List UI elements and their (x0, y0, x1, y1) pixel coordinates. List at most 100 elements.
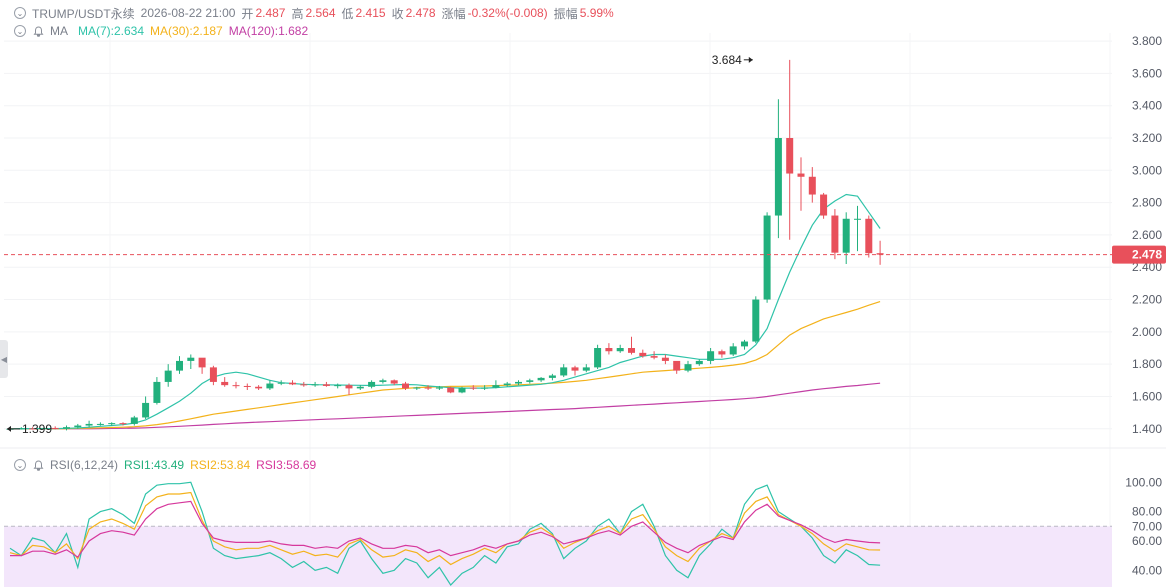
candle-body (865, 218, 873, 254)
amplitude-value: 5.99% (579, 6, 614, 20)
candle-body (503, 383, 511, 386)
y-tick-label: 3.400 (1132, 99, 1162, 113)
candle-body (266, 383, 274, 389)
candle (808, 167, 816, 203)
candle-body (345, 385, 353, 389)
candle (300, 381, 308, 387)
candle-body (774, 138, 782, 216)
candle (368, 380, 376, 389)
y-tick-label: 2.400 (1132, 260, 1162, 274)
candle-body (390, 380, 398, 384)
candle (334, 383, 342, 389)
candle-body (379, 380, 387, 382)
candle (345, 383, 353, 395)
candle (661, 354, 669, 365)
candle (650, 351, 658, 360)
change-label: 涨幅 (441, 6, 466, 21)
bell-icon[interactable] (32, 25, 44, 37)
candle-body (797, 173, 805, 177)
candle (232, 381, 240, 389)
y-tick-label: 3.000 (1132, 163, 1162, 177)
candle-body (153, 381, 161, 403)
candle-body (469, 387, 477, 389)
candle (752, 296, 760, 344)
ma-label[interactable]: MA (50, 24, 68, 38)
candle-body (209, 367, 217, 382)
candle (503, 381, 511, 387)
bell-icon[interactable] (32, 459, 44, 471)
candle (582, 364, 590, 373)
candle (311, 381, 319, 387)
candle-body (334, 385, 342, 387)
candle-body (605, 348, 613, 352)
candle-body (752, 299, 760, 342)
candle (289, 380, 296, 386)
candle-body (119, 423, 127, 425)
open-value: 2.487 (255, 6, 286, 20)
y-tick-label: 1.600 (1132, 389, 1162, 403)
y-tick-label: 2.000 (1132, 325, 1162, 339)
ohlc-header: ⌄ TRUMP/USDT永续 2026-08-22 21:00 开 2.487 … (14, 4, 620, 22)
candle-body (876, 253, 884, 255)
candle-body (85, 423, 93, 426)
last-price-tag (1112, 245, 1166, 264)
candle (594, 344, 602, 369)
candle (356, 385, 364, 390)
candle-body (40, 427, 48, 429)
candle-body (447, 387, 455, 393)
candle (469, 385, 477, 390)
y-tick-label: 2.600 (1132, 228, 1162, 242)
candle (413, 386, 421, 390)
candle (684, 360, 692, 373)
collapse-handle[interactable]: ◀ (0, 340, 8, 378)
candle-body (492, 385, 500, 388)
candle (63, 425, 70, 431)
candle-body (582, 367, 590, 371)
chevron-down-icon[interactable]: ⌄ (14, 7, 26, 19)
rsi-label[interactable]: RSI(6,12,24) (50, 458, 119, 472)
candle (153, 377, 161, 405)
rsi-lines (9, 481, 881, 586)
candle (537, 377, 545, 382)
candle (447, 386, 455, 394)
chevron-down-icon[interactable]: ⌄ (14, 459, 26, 471)
rsi-band-fill (4, 526, 1112, 587)
candle-body (164, 370, 172, 382)
close-label: 收 (391, 6, 404, 21)
candle (842, 212, 850, 264)
candle (435, 385, 443, 390)
candle-body (51, 427, 59, 429)
candle-body (684, 364, 692, 371)
candle (108, 422, 116, 426)
candle (85, 420, 93, 428)
candle (209, 365, 217, 386)
candle-body (221, 381, 229, 386)
max-arrow-head (748, 56, 753, 63)
candle (865, 215, 873, 258)
candle-body (548, 375, 556, 378)
candle-body (356, 386, 364, 389)
candle (876, 240, 884, 265)
candle (571, 365, 579, 376)
candle (119, 422, 127, 426)
last-price-label: 2.478 (1132, 248, 1162, 262)
rsi3-line (10, 500, 881, 558)
high-value: 2.564 (305, 6, 336, 20)
candle (763, 212, 771, 303)
candle-body (232, 385, 240, 387)
candle (243, 383, 251, 390)
candle (40, 427, 48, 430)
candle-body (842, 218, 850, 253)
candles[interactable] (6, 59, 884, 431)
rsi-tick-label: 100.00 (1125, 475, 1162, 489)
chevron-down-icon[interactable]: ⌄ (14, 25, 26, 37)
candle-body (786, 138, 794, 174)
candle (548, 373, 556, 381)
candle (176, 356, 183, 374)
candle (820, 192, 828, 219)
candle (560, 364, 568, 378)
candle-body (289, 382, 296, 385)
rsi1-legend: RSI1:43.49 (124, 458, 185, 472)
grid-lines (0, 33, 1166, 585)
candle (277, 380, 285, 386)
